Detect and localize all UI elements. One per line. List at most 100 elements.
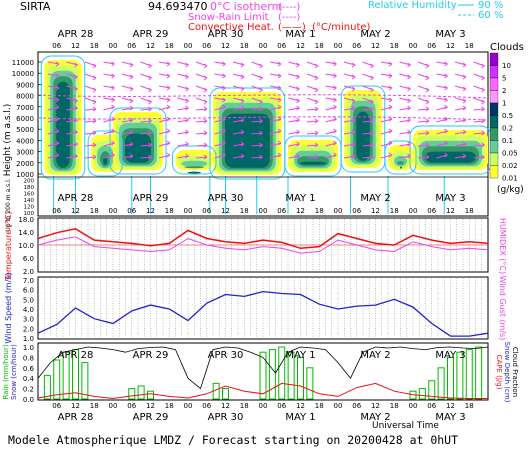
wind-arrow-head (203, 87, 208, 93)
wind-arrow-head (351, 153, 356, 159)
wind-arrow-head (129, 74, 134, 80)
rain-bar (297, 356, 304, 400)
wind-arrow (177, 155, 189, 159)
wind-arrow-head (296, 86, 300, 92)
wind-arrow-head (259, 118, 263, 124)
wind-arrow-head (351, 141, 356, 147)
wind-arrow (306, 132, 319, 135)
height-tick: 9000 (16, 81, 34, 89)
wind-arrow-head (55, 104, 60, 110)
wind-arrow (399, 97, 411, 102)
wind-arrow (195, 156, 208, 159)
wind-arrow-head (351, 105, 356, 111)
rain-tick: 1.0 (23, 344, 34, 352)
wind-arrow-head (333, 152, 337, 158)
hour-tick-bottom: 18 (90, 402, 99, 410)
wind-arrow-head (111, 116, 115, 122)
day-label-mid: MAY 2 (360, 193, 390, 204)
colorbar-level: 0.2 (502, 125, 513, 133)
height-tick: 2000 (16, 160, 34, 168)
height-low-label: Up to 200 m a.s.l. (5, 178, 12, 231)
wind-arrow-head (240, 62, 245, 68)
wind-arrow (306, 144, 319, 147)
wind-arrow-head (425, 87, 430, 93)
day-label-top: MAY 2 (360, 29, 390, 40)
wind-arrow-head (148, 99, 152, 105)
wind-arrow (158, 85, 171, 89)
wind-arrow-head (166, 85, 171, 91)
wind-arrow (380, 130, 393, 135)
wind-arrow (177, 119, 189, 123)
wind-arrow-head (333, 116, 337, 122)
wind-arrow-head (425, 118, 430, 124)
wind-arrow (473, 120, 485, 123)
hour-tick-bottom: 06 (427, 402, 436, 410)
colorbar-swatch (489, 115, 499, 129)
day-label-footer: APR 30 (208, 412, 244, 423)
wind-arrow-head (407, 153, 411, 159)
wind-arrow (306, 156, 319, 159)
wind-arrow-head (314, 142, 319, 148)
temp-tick: 14.0 (18, 229, 34, 237)
cloud-blob (56, 81, 70, 168)
wind-arrow-head (222, 152, 226, 158)
wind-arrow-head (55, 85, 60, 91)
day-label-mid: MAY 1 (285, 193, 315, 204)
hour-tick-mid: 06 (127, 207, 136, 215)
wind-arrow (436, 130, 448, 135)
cloud-blob (225, 113, 270, 168)
wind-arrow-head (203, 63, 208, 69)
temp-tick: 6.0 (23, 255, 34, 263)
wind-arrow (232, 131, 245, 135)
rain-bar (147, 390, 154, 400)
wind-arrow-head (444, 116, 448, 122)
colorbar-swatch (489, 102, 499, 116)
wind-arrow (454, 73, 467, 78)
wind-arrow-head (296, 105, 300, 111)
wind-arrow (158, 73, 171, 77)
wind-arrow-head (388, 152, 393, 158)
wind-arrow-head (314, 154, 319, 160)
wind-arrow (343, 61, 356, 66)
wind-arrow (158, 97, 171, 101)
wind-tick: 3.0 (23, 316, 34, 324)
rain-label: Rain (mm/hour) (2, 344, 10, 399)
wind-arrow (454, 119, 467, 123)
wind-arrow-head (425, 130, 430, 136)
wind-arrow-head (296, 117, 300, 123)
wind-arrow (380, 73, 393, 77)
unit-label: (°C/minute) (312, 22, 371, 33)
wind-arrow-head (240, 74, 245, 80)
wind-arrow-head (55, 140, 60, 146)
wind-arrow (103, 154, 115, 159)
wind-arrow-head (481, 154, 485, 160)
wind-arrow (66, 61, 78, 66)
wind-arrow (103, 106, 115, 111)
wind-arrow (214, 85, 226, 89)
colorbar-level: 0.05 (502, 150, 518, 158)
wind-arrow-head (185, 74, 189, 80)
wind-arrow-head (444, 61, 448, 67)
wind-arrow (84, 108, 97, 111)
wind-arrow (121, 119, 134, 123)
snowdepth-label: Snow Depth (cm) (503, 342, 511, 403)
wind-arrow (473, 156, 485, 159)
temp-tick: 18.0 (18, 216, 34, 224)
wind-arrow (214, 73, 226, 77)
wind-arrow-head (222, 128, 226, 134)
wind-arrow (473, 144, 485, 147)
wind-arrow-head (481, 106, 485, 112)
rain-bar (62, 351, 70, 400)
wind-arrow (436, 154, 448, 159)
wind-arrow (66, 131, 78, 135)
wind-arrow-head (277, 104, 282, 110)
isotherm-line (37, 94, 489, 99)
hour-tick-bottom: 12 (296, 402, 305, 410)
wind-arrow (84, 156, 97, 159)
wind-arrow-head (55, 61, 60, 67)
hour-tick-mid: 06 (202, 207, 211, 215)
day-label-footer: MAY 1 (285, 412, 315, 423)
hour-tick-top: 06 (127, 42, 136, 50)
wind-arrow-head (185, 98, 189, 104)
wind-arrow-head (370, 154, 374, 160)
